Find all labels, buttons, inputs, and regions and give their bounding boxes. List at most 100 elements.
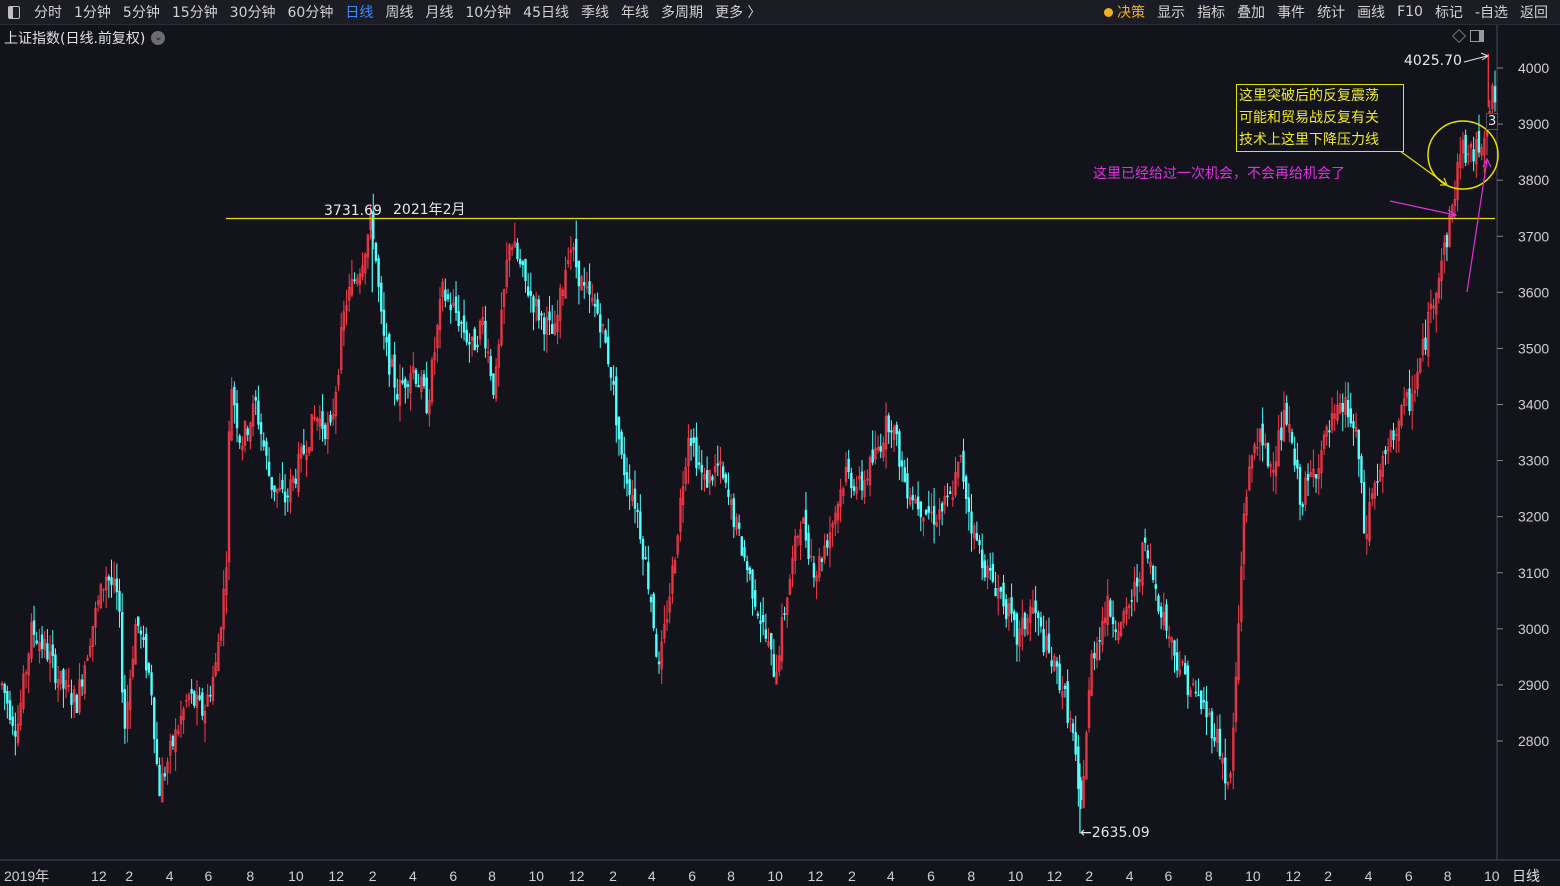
candle-body: [462, 315, 466, 333]
candle-body: [911, 494, 914, 501]
candle-body: [946, 495, 949, 498]
candle-body: [350, 278, 354, 296]
candle-body: [748, 567, 752, 575]
candle-body: [1266, 443, 1270, 467]
candle-body: [780, 617, 784, 662]
tab-period-4[interactable]: 30分钟: [229, 5, 276, 21]
candle-body: [1384, 450, 1387, 455]
candle-body: [524, 258, 527, 281]
candle-body: [884, 416, 888, 450]
tab-period-7[interactable]: 周线: [385, 5, 414, 21]
tab-period-13[interactable]: 多周期: [660, 5, 703, 21]
candle-body: [243, 421, 247, 446]
window-toggle-icon[interactable]: [1470, 30, 1484, 42]
candle-body: [62, 669, 65, 689]
candle-body: [1357, 429, 1360, 460]
candle-body: [1445, 234, 1449, 248]
tab-period-11[interactable]: 季线: [580, 5, 609, 21]
candle-body: [975, 533, 979, 541]
candle-body: [38, 642, 41, 652]
tool-button-7[interactable]: F10: [1397, 4, 1423, 20]
tool-button-4[interactable]: 事件: [1277, 5, 1306, 21]
candle-body: [948, 491, 952, 495]
candle-body: [409, 373, 412, 394]
tab-period-9[interactable]: 10分钟: [465, 5, 512, 21]
candle-body: [473, 328, 476, 351]
candle-body: [163, 773, 167, 777]
candle-body: [772, 654, 776, 677]
tool-button-3[interactable]: 叠加: [1237, 5, 1266, 21]
index-name: 上证指数(日线.前复权): [4, 31, 146, 47]
tab-period-8[interactable]: 月线: [425, 5, 454, 21]
candle-body: [1074, 732, 1077, 755]
candle-body: [655, 634, 658, 657]
candle-body: [94, 607, 97, 628]
candle-body: [1317, 468, 1320, 479]
tool-button-2[interactable]: 指标: [1197, 5, 1226, 21]
tab-period-6[interactable]: 日线: [345, 5, 374, 21]
candle-body: [919, 501, 922, 518]
candle-body: [631, 495, 634, 502]
candle-body: [874, 447, 877, 460]
candle-body: [729, 499, 733, 505]
candle-body: [307, 447, 311, 453]
candle-body: [532, 296, 535, 313]
candle-body: [743, 547, 746, 558]
tool-button-9[interactable]: -自选: [1474, 5, 1508, 21]
candle-body: [1082, 775, 1085, 808]
tool-button-10[interactable]: 返回: [1520, 5, 1548, 21]
candle-body: [978, 539, 981, 546]
tab-period-12[interactable]: 年线: [620, 5, 649, 21]
candle-body: [345, 305, 348, 311]
x-tick-label: 12: [808, 868, 824, 884]
candle-body: [1095, 642, 1099, 661]
candle-body: [1314, 474, 1318, 479]
tool-button-6[interactable]: 画线: [1357, 5, 1386, 21]
candle-body: [337, 375, 340, 385]
candle-body: [804, 509, 808, 541]
tool-button-8[interactable]: 标记: [1434, 5, 1463, 21]
candle-body: [1416, 371, 1419, 390]
candle-body: [596, 299, 599, 314]
pink-annotation: 这里已经给过一次机会，不会再给机会了: [1093, 166, 1345, 182]
x-tick-label: 4: [1365, 868, 1373, 884]
annotation-line-2: 可能和贸易战反复有关: [1239, 110, 1379, 126]
candle-body: [1309, 471, 1312, 477]
tab-period-10[interactable]: 45日线: [523, 5, 569, 21]
candlestick-chart[interactable]: 2800 2900 3000 3100 3200 3300 3400 3500 3600 3700…: [0, 25, 1560, 885]
candle-body: [75, 694, 78, 714]
x-tick-label: 8: [246, 868, 254, 884]
chevron-down-icon[interactable]: ⌄: [151, 31, 166, 45]
candle-body: [826, 540, 829, 548]
tool-button-0[interactable]: 决策: [1098, 2, 1151, 22]
candle-body: [1191, 683, 1195, 686]
tab-period-14[interactable]: 更多 〉: [714, 5, 762, 21]
tab-period-3[interactable]: 15分钟: [171, 5, 218, 21]
tab-period-1[interactable]: 1分钟: [74, 5, 111, 21]
tool-button-1[interactable]: 显示: [1157, 5, 1186, 21]
candle-body: [1013, 611, 1016, 621]
tab-period-0[interactable]: 分时: [34, 5, 62, 21]
candle-body: [983, 560, 987, 578]
candle-body: [609, 367, 613, 378]
candle-body: [847, 458, 850, 472]
candle-body: [366, 234, 370, 258]
candle-body: [430, 359, 434, 402]
candle-body: [850, 472, 853, 489]
tab-period-5[interactable]: 60分钟: [287, 5, 334, 21]
x-tick-label: 6: [449, 868, 457, 884]
candle-body: [1213, 737, 1216, 742]
candle-body: [1135, 577, 1139, 587]
candle-body: [636, 509, 639, 513]
candle-body: [91, 626, 95, 647]
tab-period-2[interactable]: 5分钟: [122, 5, 160, 21]
candle-body: [3, 684, 6, 694]
candle-body: [615, 376, 618, 426]
candle-body: [502, 289, 506, 307]
sidebar-toggle-icon[interactable]: [8, 5, 20, 19]
candle-body: [818, 555, 821, 578]
tool-button-5[interactable]: 统计: [1317, 5, 1346, 21]
candle-body: [1098, 640, 1101, 642]
candle-body: [1122, 610, 1125, 623]
candle-body: [1386, 446, 1390, 452]
